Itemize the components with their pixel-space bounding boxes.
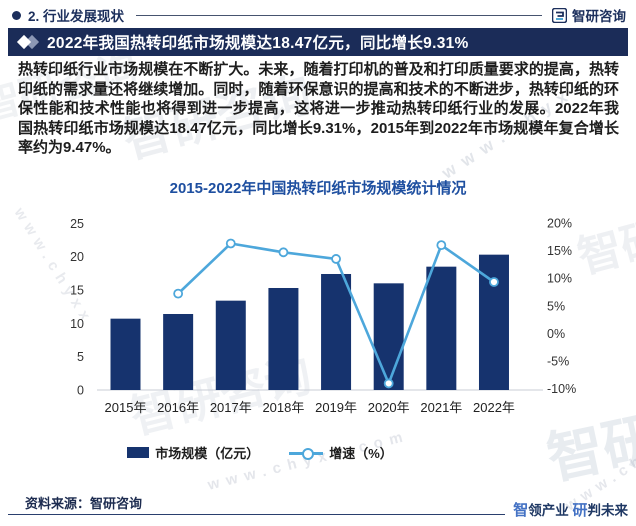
- svg-text:2022年: 2022年: [473, 400, 515, 415]
- svg-text:5: 5: [77, 350, 84, 364]
- svg-text:-10%: -10%: [547, 382, 576, 396]
- svg-text:2020年: 2020年: [368, 400, 410, 415]
- headline-text: 2022年我国热转印纸市场规模达18.47亿元，同比增长9.31%: [47, 35, 469, 52]
- footer-divider: [8, 514, 505, 515]
- slogan-part: 判未来: [587, 503, 629, 518]
- chart-title: 2015-2022年中国热转印纸市场规模统计情况: [169, 180, 467, 197]
- legend-bar-label: 市场规模（亿元）: [155, 446, 260, 461]
- svg-text:2016年: 2016年: [157, 400, 199, 415]
- legend-bar-item: 市场规模（亿元）: [127, 443, 259, 462]
- svg-text:15: 15: [70, 283, 84, 297]
- svg-text:2021年: 2021年: [420, 400, 462, 415]
- svg-text:25: 25: [70, 217, 84, 231]
- brand-logo-icon: [552, 7, 567, 23]
- section-title: 2. 行业发展现状: [28, 9, 125, 24]
- legend-bar-swatch-icon: [127, 447, 150, 458]
- svg-text:10%: 10%: [547, 272, 572, 286]
- diamond-icon: [16, 34, 40, 50]
- svg-text:2017年: 2017年: [210, 400, 252, 415]
- brand-logo: 智研咨询: [552, 5, 626, 25]
- svg-text:0%: 0%: [547, 327, 565, 341]
- svg-text:2015年: 2015年: [105, 400, 147, 415]
- legend-line-marker-icon: [289, 447, 324, 460]
- svg-text:2019年: 2019年: [315, 400, 357, 415]
- body-paragraph: 热转印纸行业市场规模在不断扩大。未来，随着打印机的普及和打印质量要求的提高，热转…: [18, 61, 619, 157]
- svg-text:15%: 15%: [547, 244, 572, 258]
- svg-text:5%: 5%: [547, 299, 565, 313]
- slogan-part: 领产业: [528, 503, 573, 518]
- svg-text:10: 10: [70, 317, 84, 331]
- legend-line-label: 增速（%）: [329, 446, 393, 461]
- svg-text:2018年: 2018年: [262, 400, 304, 415]
- brand-slogan: 智领产业 研判未来: [513, 499, 628, 520]
- bullet-icon: [12, 10, 21, 20]
- slogan-part: 智: [513, 502, 529, 519]
- svg-text:0: 0: [77, 384, 84, 398]
- chart-legend: 市场规模（亿元） 增速（%）: [0, 443, 520, 462]
- page-header: 2. 行业发展现状 智研咨询: [12, 6, 626, 24]
- source-note: 资料来源：智研咨询: [25, 496, 143, 511]
- svg-text:20: 20: [70, 250, 84, 264]
- svg-text:-5%: -5%: [547, 354, 569, 368]
- market-chart: 0 5 10 15 20 25 20% 15% 10% 5% 0% -5% -10% 2015年 2016年…: [70, 217, 576, 415]
- header-divider: [136, 14, 542, 16]
- svg-text:20%: 20%: [547, 217, 572, 231]
- headline-banner: 2022年我国热转印纸市场规模达18.47亿元，同比增长9.31%: [8, 28, 628, 56]
- brand-name: 智研咨询: [572, 9, 626, 24]
- slogan-part: 研: [572, 502, 588, 519]
- legend-line-item: 增速（%）: [289, 443, 393, 462]
